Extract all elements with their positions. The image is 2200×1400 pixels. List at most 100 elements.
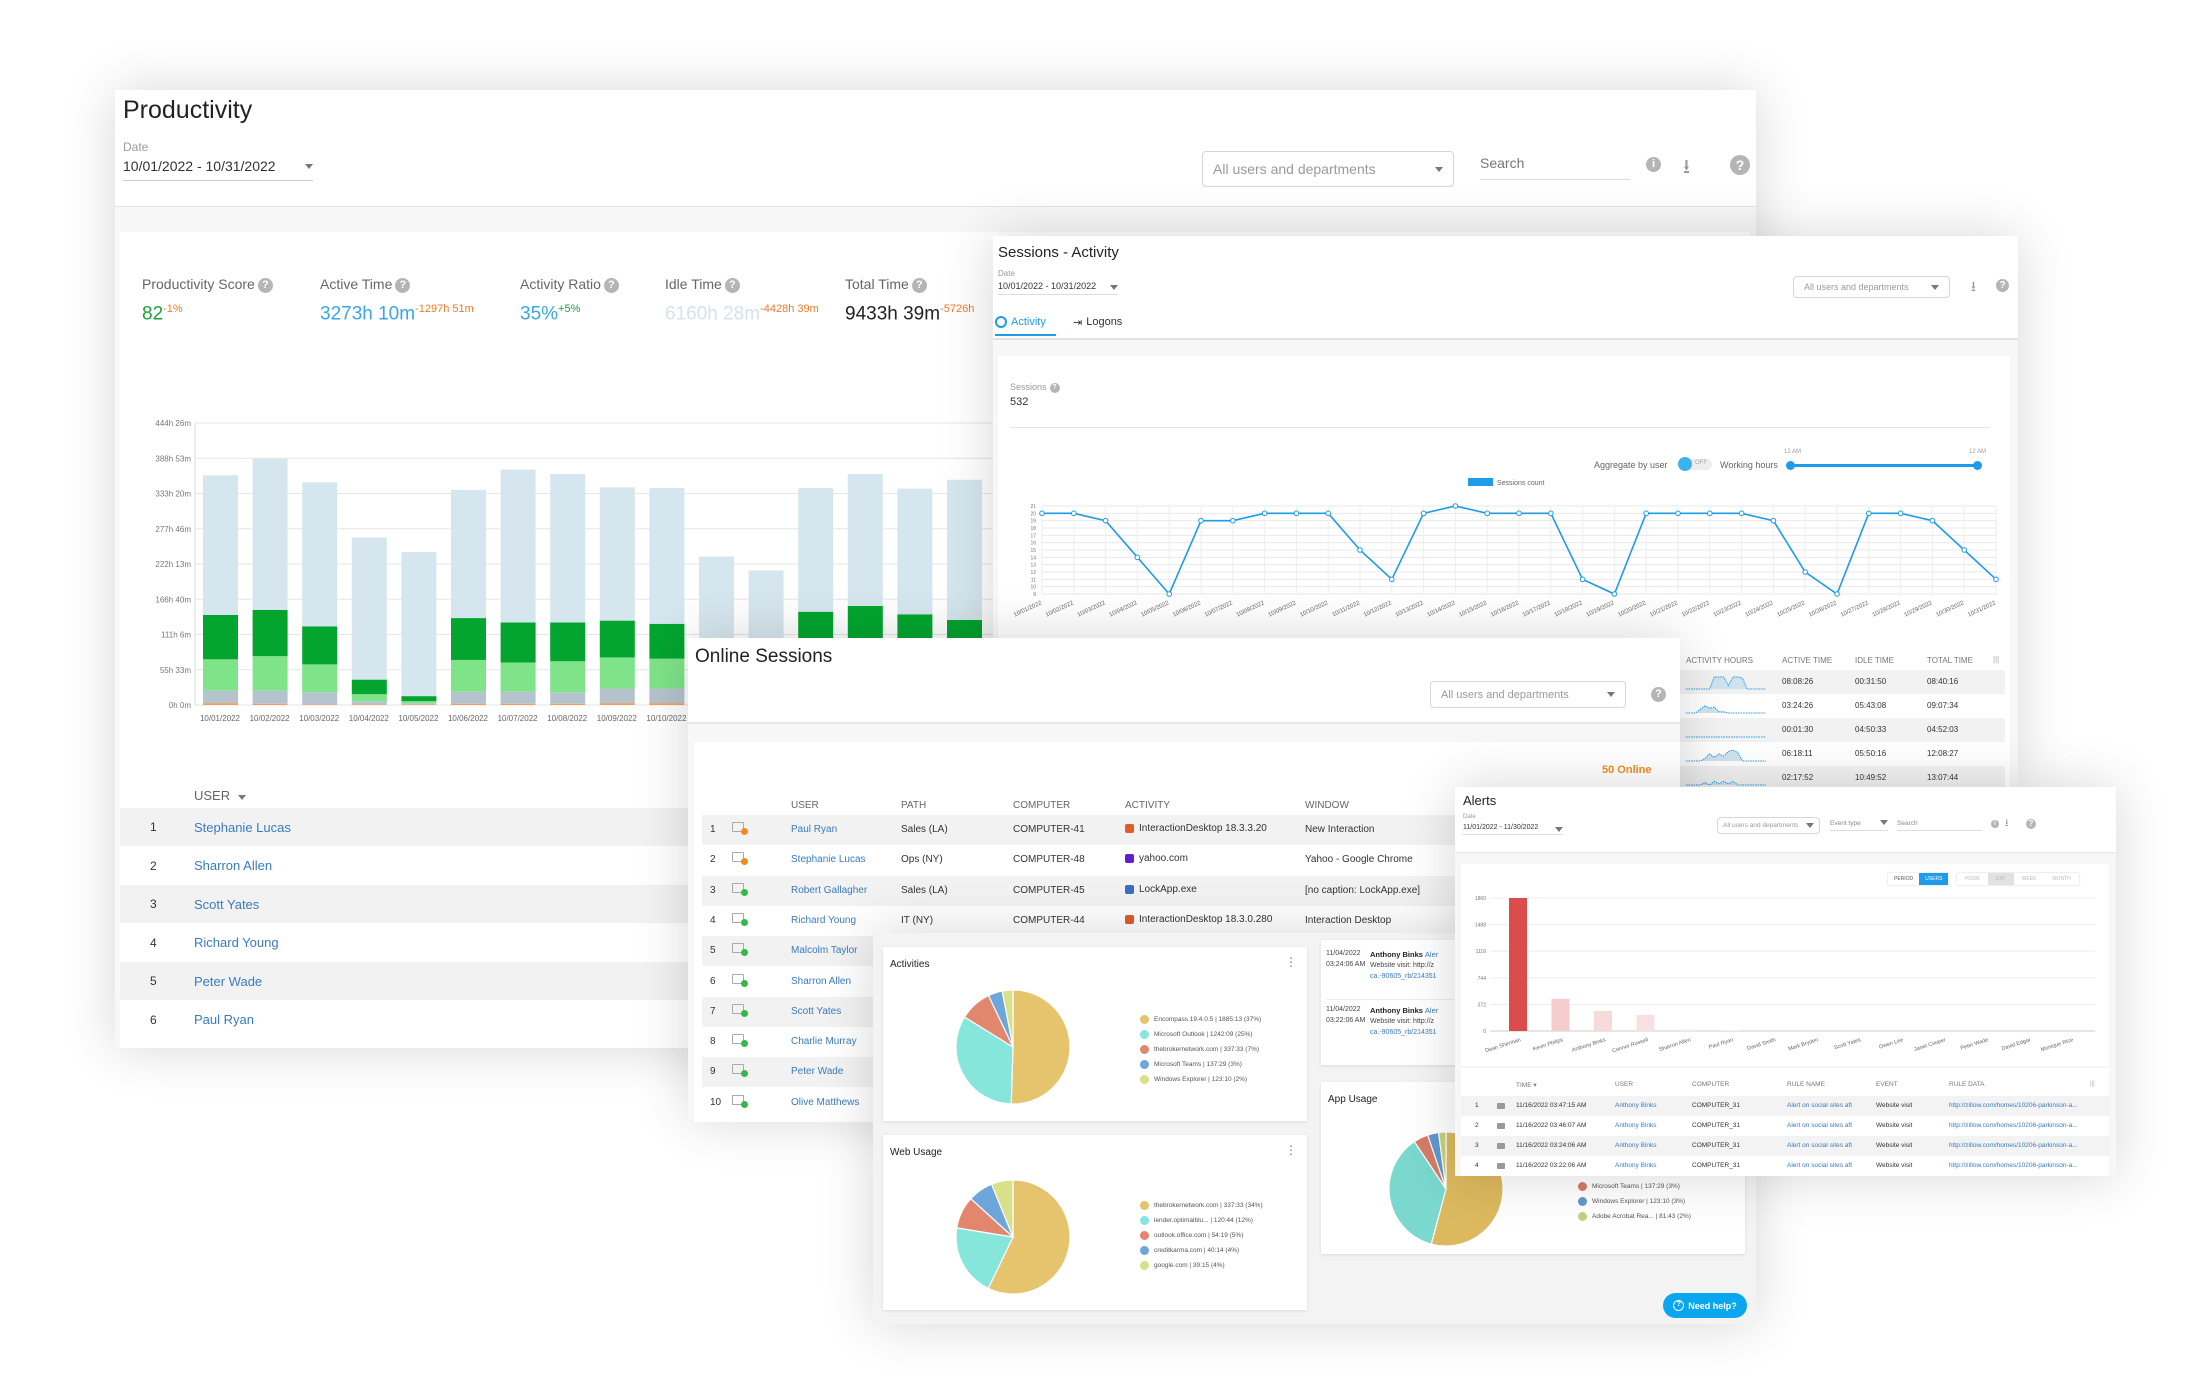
rule-data-link[interactable]: http://zillow.com/homes/10206-parkinson-… — [1949, 1122, 2078, 1129]
bar-segment — [500, 691, 536, 704]
download-icon[interactable]: ⭳ — [2005, 818, 2009, 829]
users-filter[interactable]: All users and departments — [1202, 151, 1454, 187]
video-icon[interactable] — [1497, 1143, 1505, 1149]
user-link[interactable]: Stephanie Lucas — [194, 819, 291, 835]
time-cell: 11/16/2022 03:24:06 AM — [1516, 1142, 1587, 1149]
download-icon[interactable]: ⭳ — [1683, 156, 1690, 178]
mode-period[interactable]: PERIOD — [1894, 876, 1914, 882]
window-cell: Interaction Desktop — [1305, 914, 1392, 926]
tab-logons[interactable]: ⇥ Logons — [1073, 316, 1122, 329]
search-input[interactable]: Search — [1897, 820, 1982, 831]
video-icon[interactable] — [1497, 1163, 1505, 1169]
pie-slice — [1437, 1131, 1447, 1190]
bar-segment — [351, 704, 387, 705]
rule-data-link[interactable]: http://zillow.com/homes/10206-parkinson-… — [1949, 1162, 2078, 1169]
columns-icon[interactable]: ||| — [1993, 655, 2000, 664]
need-help-button[interactable]: ? Need help? — [1663, 1293, 1747, 1318]
date-picker[interactable]: 11/01/2022 - 11/30/2022 — [1463, 824, 1563, 835]
working-hours-slider[interactable] — [1786, 461, 1982, 470]
user-link[interactable]: Paul Ryan — [194, 1012, 254, 1027]
window-cell: [no caption: LockApp.exe] — [1305, 884, 1421, 896]
info-icon[interactable]: i — [1646, 157, 1661, 172]
feed-link[interactable]: ca.-90605_rb/214351 — [1370, 1029, 1437, 1036]
user-link[interactable]: Charlie Murray — [791, 1036, 857, 1048]
user-link[interactable]: Stephanie Lucas — [791, 854, 866, 866]
columns-icon[interactable]: ||| — [2090, 1081, 2095, 1087]
period-hour[interactable]: HOUR — [1965, 876, 1980, 882]
user-link[interactable]: Scott Yates — [791, 1005, 842, 1017]
column-header: COMPUTER — [1013, 800, 1071, 811]
user-link[interactable]: Sharron Allen — [194, 858, 273, 873]
bar-segment — [451, 659, 486, 692]
x-tick-label: David Smith — [1747, 1037, 1777, 1052]
period-month[interactable]: MONTH — [2052, 876, 2071, 882]
video-icon[interactable] — [1497, 1103, 1505, 1109]
y-tick-label: 9 — [1033, 592, 1036, 598]
more-menu-icon[interactable]: ⋮ — [1285, 955, 1297, 969]
mode-users[interactable]: USERS — [1919, 873, 1949, 885]
user-link[interactable]: Richard Young — [194, 935, 279, 950]
help-icon[interactable]: ? — [2026, 819, 2036, 829]
user-link[interactable]: Olive Matthews — [791, 1096, 860, 1108]
help-icon[interactable]: ? — [1730, 155, 1750, 175]
video-icon[interactable] — [1497, 1123, 1505, 1129]
chevron-down-icon — [1435, 166, 1443, 172]
user-link[interactable]: Anthony Binks — [1615, 1142, 1657, 1149]
rule-link[interactable]: Alert on social sites aft — [1787, 1162, 1853, 1169]
info-icon[interactable]: i — [1991, 820, 1999, 828]
users-filter[interactable]: All users and departments — [1430, 681, 1626, 708]
help-icon[interactable]: ? — [1996, 279, 2009, 292]
users-filter[interactable]: All users and departments — [1717, 817, 1820, 834]
status-dot — [741, 918, 748, 926]
row-number: 8 — [710, 1036, 716, 1048]
data-point — [1357, 547, 1363, 553]
user-link[interactable]: Robert Gallagher — [791, 884, 868, 896]
download-icon[interactable]: ⭳ — [1971, 278, 1976, 294]
legend-item: Windows Explorer | 123:10 (2%) — [1140, 1075, 1261, 1084]
period-day[interactable]: DAY — [1987, 873, 2014, 885]
rule-data-link[interactable]: http://zillow.com/homes/10206-parkinson-… — [1949, 1102, 2078, 1109]
table-row: 10 Olive Matthews — [702, 1088, 1680, 1118]
date-picker[interactable]: 10/01/2022 - 10/31/2022 — [998, 281, 1118, 295]
user-link[interactable]: Anthony Binks — [1615, 1102, 1657, 1109]
legend-dot — [1578, 1212, 1587, 1221]
rule-link[interactable]: Alert on social sites aft — [1787, 1122, 1853, 1129]
user-link[interactable]: Sharron Allen — [791, 975, 852, 987]
more-menu-icon[interactable]: ⋮ — [1285, 1143, 1297, 1157]
user-link[interactable]: Anthony Binks — [1615, 1122, 1657, 1129]
users-filter[interactable]: All users and departments — [1793, 276, 1950, 298]
rule-data-link[interactable]: http://zillow.com/homes/10206-parkinson-… — [1949, 1142, 2078, 1149]
date-picker[interactable]: 10/01/2022 - 10/31/2022 — [123, 158, 313, 181]
data-point — [1548, 510, 1554, 517]
user-link[interactable]: Richard Young — [791, 914, 857, 926]
search-input[interactable]: Search — [1480, 155, 1630, 180]
feed-link[interactable]: ca.-90605_rb/214351 — [1370, 973, 1437, 980]
user-column-header[interactable]: USER — [194, 788, 246, 803]
rule-link[interactable]: Alert on social sites aft — [1787, 1102, 1853, 1109]
x-tick-label: 10/20/2022 — [1617, 600, 1647, 618]
activity-cell: LockApp.exe — [1139, 883, 1197, 895]
user-link[interactable]: Peter Wade — [194, 973, 263, 989]
status-dot — [741, 888, 748, 896]
legend-item: thebrokernetwork.com | 337:33 (34%) — [1140, 1201, 1263, 1210]
aggregate-toggle[interactable]: OFF — [1678, 457, 1712, 471]
event-type-select[interactable]: Event type — [1830, 820, 1888, 831]
rule-link[interactable]: Alert on social sites aft — [1787, 1142, 1853, 1149]
user-link[interactable]: Malcolm Taylor — [791, 945, 858, 957]
tab-activity[interactable]: Activity — [995, 316, 1056, 336]
user-link[interactable]: Anthony Binks — [1615, 1162, 1657, 1169]
user-link[interactable]: Paul Ryan — [791, 824, 838, 835]
sparkline-area — [1686, 750, 1766, 761]
slider-handle-start[interactable] — [1786, 461, 1795, 470]
bar-segment — [302, 482, 338, 627]
computer-cell: COMPUTER-48 — [1013, 854, 1085, 866]
legend-label: Microsoft Outlook | 1242:09 (25%) — [1154, 1031, 1253, 1038]
legend-dot — [1578, 1182, 1587, 1191]
slider-handle-end[interactable] — [1973, 461, 1982, 470]
help-icon[interactable]: ? — [1651, 687, 1666, 702]
x-tick-label: 10/05/2022 — [398, 714, 439, 723]
user-link[interactable]: Scott Yates — [194, 896, 260, 912]
user-link[interactable]: Peter Wade — [791, 1066, 844, 1078]
period-week[interactable]: WEEK — [2021, 876, 2037, 882]
column-header: PATH — [901, 800, 927, 811]
